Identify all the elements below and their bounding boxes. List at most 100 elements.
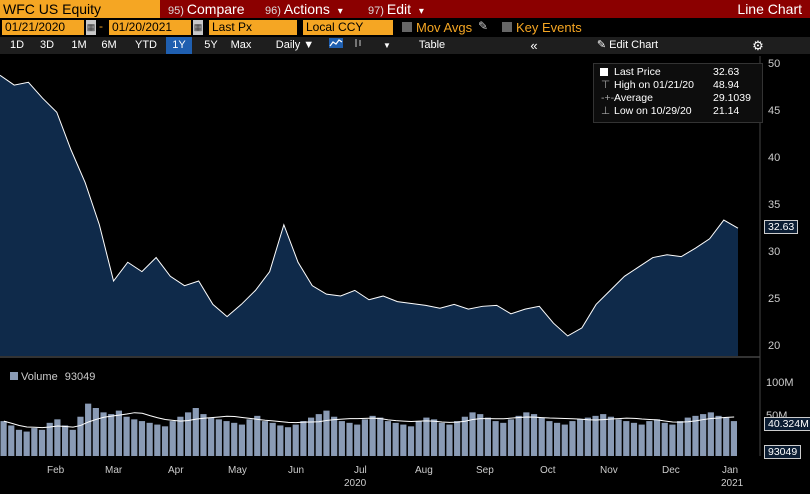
month-label: Feb: [47, 465, 65, 476]
volume-bar: [630, 422, 638, 456]
edit-chart-label: Edit Chart: [609, 39, 659, 51]
volume-bar: [231, 422, 238, 456]
volume-bar: [638, 424, 645, 456]
volume-bar: [415, 421, 422, 456]
period-ytd[interactable]: YTD: [135, 39, 157, 51]
volume-legend-value: 93049: [64, 371, 96, 383]
bar-chart-type-icon[interactable]: [350, 37, 366, 54]
volume-bar: [361, 419, 368, 456]
volume-bar: [446, 424, 453, 456]
key-events-checkbox[interactable]: [502, 22, 512, 32]
volume-bar: [177, 416, 184, 456]
end-date-input[interactable]: 01/20/2021: [109, 20, 191, 35]
chevron-down-icon: ▾: [337, 6, 343, 17]
volume-bar: [546, 421, 553, 456]
period-bar: [0, 37, 810, 54]
volume-bar: [684, 417, 691, 456]
volume-bar: [115, 410, 122, 456]
volume-bar: [438, 422, 445, 456]
volume-bar: [477, 414, 484, 456]
volume-bar: [384, 421, 392, 456]
volume-bar: [492, 421, 499, 456]
volume-bar: [100, 412, 107, 456]
calendar-icon[interactable]: ▦: [86, 20, 96, 35]
edit-hotkey: 97): [368, 5, 384, 17]
period-5y[interactable]: 5Y: [204, 39, 218, 51]
legend-value: 48.94: [713, 79, 740, 91]
edit-button[interactable]: 97) Edit ▾: [368, 0, 424, 18]
volume-bar: [215, 419, 222, 456]
volume-bar: [0, 421, 7, 456]
volume-bar: [730, 421, 737, 456]
period-1d[interactable]: 1D: [9, 39, 25, 51]
volume-bar: [169, 421, 176, 456]
actions-label: Actions: [283, 1, 330, 17]
actions-button[interactable]: 96) Actions ▾: [265, 0, 343, 18]
volume-bar: [192, 408, 199, 456]
period-1y[interactable]: 1Y: [166, 37, 192, 54]
legend-label: Low on 10/29/20: [614, 105, 692, 117]
period-max[interactable]: Max: [230, 39, 252, 51]
field-selector[interactable]: Last Px: [209, 20, 297, 35]
chart-canvas[interactable]: [0, 56, 810, 494]
period-6m[interactable]: 6M: [101, 39, 117, 51]
volume-bar: [715, 415, 722, 456]
legend-value: 32.63: [713, 66, 740, 78]
volume-bar: [661, 422, 668, 456]
frequency-selector[interactable]: Daily ▼: [275, 39, 315, 51]
page-title: Line Chart: [737, 1, 802, 17]
price-tick: 20: [768, 339, 781, 352]
volume-bar: [54, 419, 61, 456]
volume-bar: [577, 419, 584, 456]
legend-low: ⊥ Low on 10/29/20 21.14: [598, 105, 760, 118]
volume-bar: [223, 421, 230, 456]
volume-swatch-icon: [10, 372, 18, 380]
volume-bar: [461, 416, 468, 456]
volume-bar: [354, 424, 361, 456]
start-date-input[interactable]: 01/21/2020: [2, 20, 84, 35]
volume-bar: [700, 414, 707, 456]
square-icon: [600, 68, 608, 76]
volume-bar: [692, 415, 699, 456]
volume-bar: [292, 424, 299, 456]
pencil-icon[interactable]: ✎: [478, 19, 489, 33]
volume-bar: [161, 426, 169, 456]
volume-bar: [154, 424, 161, 456]
volume-bar: [584, 417, 591, 456]
period-3d[interactable]: 3D: [39, 39, 55, 51]
last-price-tag: 32.63: [764, 220, 799, 234]
currency-selector[interactable]: Local CCY: [303, 20, 393, 35]
price-line: [0, 74, 739, 337]
key-events-label[interactable]: Key Events: [516, 20, 582, 35]
volume-bar: [31, 428, 38, 456]
compare-button[interactable]: 95) Compare: [168, 0, 245, 18]
edit-chart-button[interactable]: ✎ Edit Chart: [590, 37, 665, 54]
date-separator: -: [99, 19, 103, 33]
volume-bar: [8, 425, 15, 456]
pane-divider[interactable]: [0, 356, 760, 358]
volume-bar: [523, 412, 530, 456]
volume-last-tag: 93049: [764, 445, 802, 459]
volume-bar: [677, 421, 684, 456]
volume-bar: [500, 422, 507, 456]
legend-last-price: Last Price 32.63: [598, 66, 760, 79]
table-button[interactable]: Table: [418, 39, 446, 51]
legend-label: Average: [614, 92, 653, 104]
period-1m[interactable]: 1M: [71, 39, 87, 51]
mov-avgs-label[interactable]: Mov Avgs: [416, 20, 473, 35]
gear-icon[interactable]: ⚙: [752, 38, 764, 53]
calendar-icon[interactable]: ▦: [193, 20, 203, 35]
month-label: Jun: [288, 465, 305, 476]
volume-bar: [431, 419, 438, 456]
volume-bar: [392, 422, 399, 456]
volume-bar: [85, 403, 92, 456]
mov-avgs-checkbox[interactable]: [402, 22, 412, 32]
security-ticker-field[interactable]: WFC US Equity: [0, 0, 160, 18]
volume-bar: [469, 412, 476, 456]
chevron-down-icon[interactable]: ▼: [383, 41, 391, 50]
line-chart-type-icon[interactable]: [326, 37, 346, 54]
chevron-down-icon: ▾: [418, 6, 424, 17]
volume-bar: [338, 421, 345, 456]
year-label-2020: 2020: [344, 478, 367, 489]
collapse-icon[interactable]: «: [530, 38, 538, 53]
